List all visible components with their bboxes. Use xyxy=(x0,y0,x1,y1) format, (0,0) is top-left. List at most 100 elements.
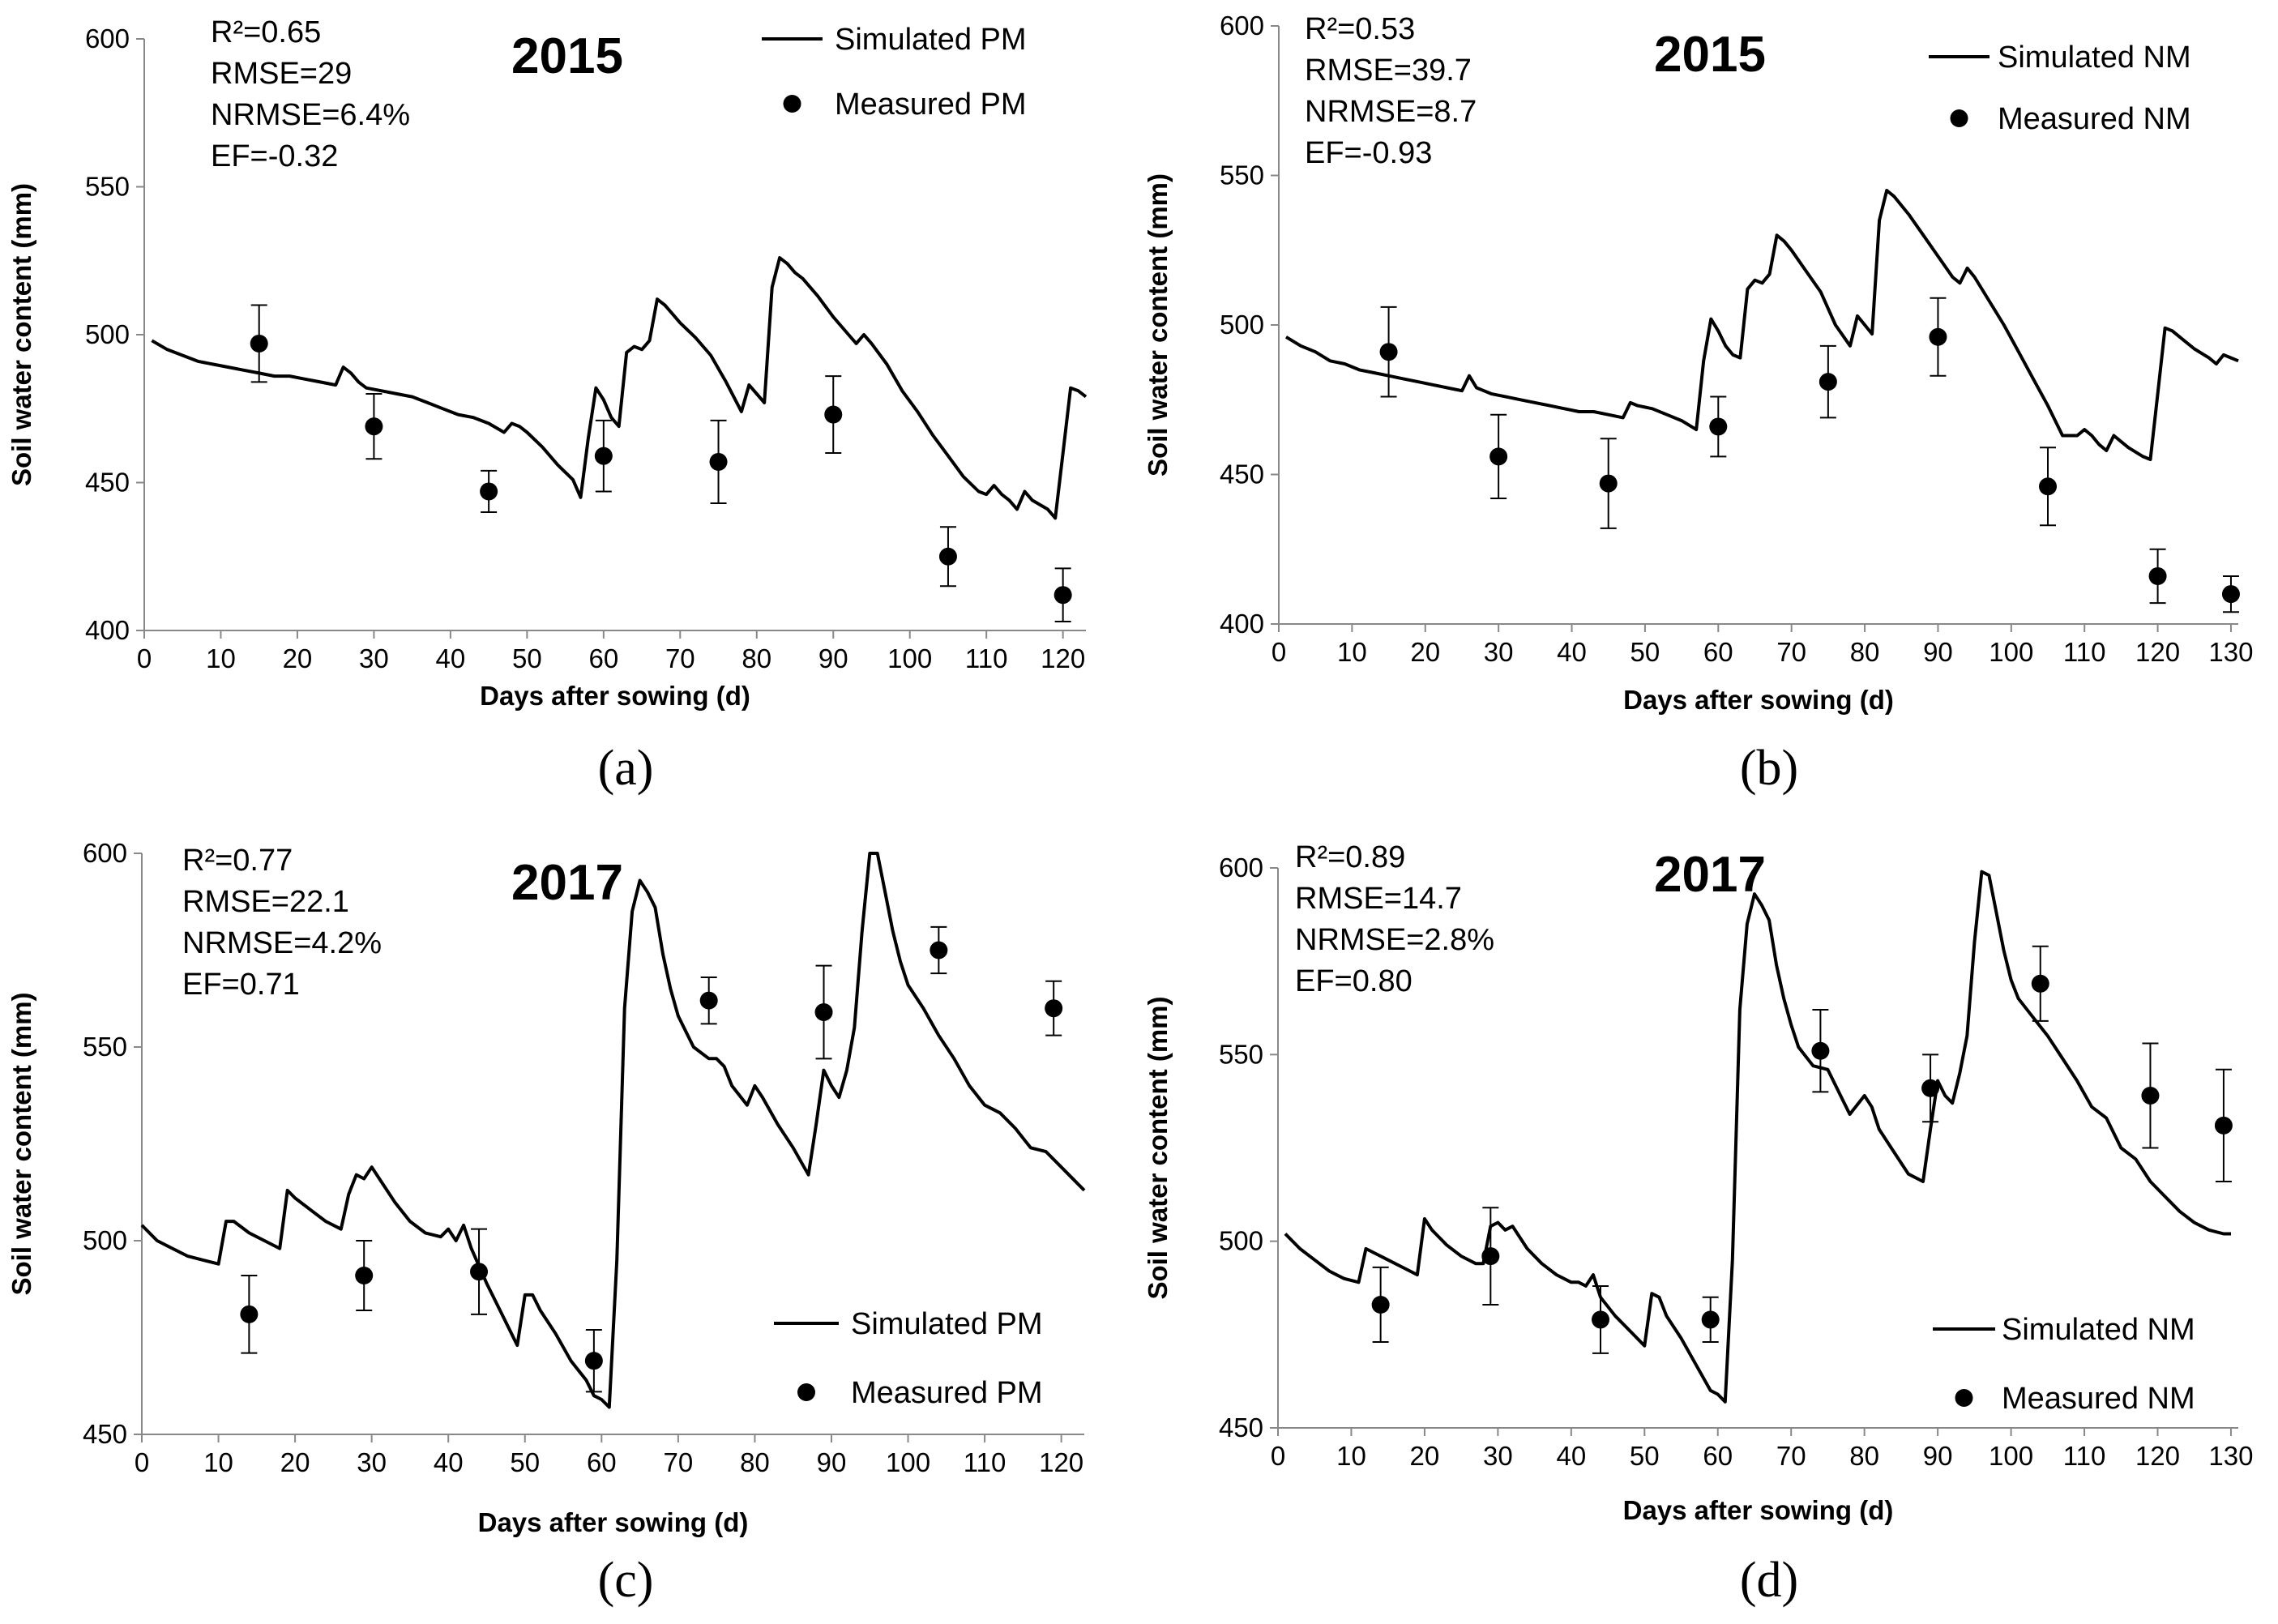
x-tick-label: 70 xyxy=(664,1447,694,1477)
legend-label: Simulated PM xyxy=(835,23,1027,57)
stat-annotation: R²=0.53 xyxy=(1305,12,1415,46)
x-tick-label: 50 xyxy=(512,643,542,673)
x-tick-label: 0 xyxy=(137,643,152,673)
y-tick-label: 600 xyxy=(85,24,130,53)
x-tick-label: 70 xyxy=(665,643,695,673)
x-axis-title: Days after sowing (d) xyxy=(480,681,750,711)
y-tick-label: 400 xyxy=(1220,609,1264,639)
data-point xyxy=(365,417,383,436)
data-point xyxy=(938,547,957,566)
y-tick-label: 600 xyxy=(1219,853,1263,883)
x-tick-label: 60 xyxy=(588,643,618,673)
panel-label: (a) xyxy=(598,741,654,796)
y-tick-label: 450 xyxy=(83,1419,127,1449)
x-tick-label: 90 xyxy=(818,643,848,673)
y-axis-title: Soil water content (mm) xyxy=(1143,173,1173,477)
x-tick-label: 0 xyxy=(135,1447,149,1477)
panel-label: (c) xyxy=(598,1553,654,1608)
y-tick-label: 500 xyxy=(1220,310,1264,340)
x-tick-label: 100 xyxy=(1989,637,2033,667)
data-point xyxy=(1592,1310,1610,1329)
x-tick-label: 40 xyxy=(436,643,466,673)
data-point xyxy=(1371,1295,1390,1314)
x-axis-title: Days after sowing (d) xyxy=(1623,685,1894,715)
chart-panel-1: 400 450 500 550 600 0 10 20 30 40 50 60 70 80 90 100 110… xyxy=(6,15,1088,796)
x-tick-label: 10 xyxy=(206,643,236,673)
series-line xyxy=(1284,870,2231,1404)
data-point xyxy=(2214,1116,2233,1135)
chart-title: 2017 xyxy=(511,855,623,911)
chart-title: 2015 xyxy=(1654,27,1766,83)
legend-label: Simulated NM xyxy=(1998,41,2191,75)
x-axis-title: Days after sowing (d) xyxy=(1623,1495,1894,1525)
x-tick-label: 10 xyxy=(203,1447,233,1477)
legend-marker-swatch xyxy=(1950,109,1968,127)
data-point xyxy=(1045,999,1063,1018)
data-point xyxy=(824,405,843,424)
y-axis-title: Soil water content (mm) xyxy=(6,992,36,1295)
legend-marker-swatch xyxy=(1955,1389,1973,1407)
stat-annotation: NRMSE=2.8% xyxy=(1295,923,1494,957)
x-tick-label: 60 xyxy=(587,1447,617,1477)
stat-annotation: EF=0.80 xyxy=(1295,964,1413,998)
x-tick-label: 110 xyxy=(965,643,1008,673)
y-tick-label: 500 xyxy=(1219,1226,1263,1256)
x-tick-label: 50 xyxy=(1631,637,1660,667)
data-point xyxy=(250,334,268,353)
y-tick-label: 450 xyxy=(1220,459,1264,489)
y-tick-label: 600 xyxy=(1220,11,1264,41)
x-tick-label: 120 xyxy=(2135,1441,2180,1471)
y-tick-label: 550 xyxy=(83,1032,127,1062)
x-tick-label: 0 xyxy=(1271,637,1286,667)
x-tick-label: 20 xyxy=(1410,637,1440,667)
y-tick-label: 500 xyxy=(85,319,130,349)
data-point xyxy=(480,482,498,501)
x-tick-label: 20 xyxy=(1410,1441,1440,1471)
data-point xyxy=(709,452,728,471)
data-point xyxy=(1921,1079,1940,1097)
y-axis-title: Soil water content (mm) xyxy=(1143,996,1173,1299)
x-tick-label: 110 xyxy=(2063,637,2106,667)
data-point xyxy=(584,1352,603,1370)
data-point xyxy=(930,941,948,959)
data-point xyxy=(1599,474,1618,493)
stat-annotation: RMSE=22.1 xyxy=(182,885,349,919)
x-tick-label: 40 xyxy=(1556,1441,1586,1471)
x-tick-label: 50 xyxy=(1630,1441,1660,1471)
data-point xyxy=(1819,373,1837,391)
x-tick-label: 100 xyxy=(887,643,932,673)
x-tick-label: 40 xyxy=(1557,637,1587,667)
legend-label: Measured PM xyxy=(835,88,1027,122)
x-tick-label: 10 xyxy=(1336,1441,1366,1471)
stat-annotation: R²=0.65 xyxy=(211,15,321,49)
stat-annotation: RMSE=39.7 xyxy=(1305,53,1472,88)
x-tick-label: 80 xyxy=(1850,637,1880,667)
data-point xyxy=(1379,343,1398,361)
legend-label: Measured PM xyxy=(851,1376,1043,1410)
stat-annotation: NRMSE=4.2% xyxy=(182,926,382,960)
x-tick-label: 30 xyxy=(1484,637,1514,667)
x-tick-label: 10 xyxy=(1337,637,1367,667)
x-tick-label: 130 xyxy=(2208,637,2253,667)
data-point xyxy=(2141,1087,2160,1105)
x-tick-label: 110 xyxy=(964,1447,1007,1477)
stat-annotation: RMSE=14.7 xyxy=(1295,882,1462,916)
x-axis-title: Days after sowing (d) xyxy=(478,1507,749,1537)
data-point xyxy=(2221,585,2240,604)
x-tick-label: 90 xyxy=(1923,637,1953,667)
chart-title: 2017 xyxy=(1654,847,1766,903)
data-point xyxy=(2039,477,2058,496)
series-line xyxy=(140,852,1086,1409)
data-point xyxy=(1811,1041,1830,1060)
data-point xyxy=(1489,447,1508,466)
legend-marker-swatch xyxy=(783,95,801,113)
chart-title: 2015 xyxy=(511,28,623,84)
x-tick-label: 90 xyxy=(1923,1441,1953,1471)
legend-label: Measured NM xyxy=(1998,102,2191,136)
data-point xyxy=(1701,1310,1720,1329)
data-point xyxy=(2031,974,2049,993)
x-tick-label: 20 xyxy=(283,643,313,673)
y-tick-label: 450 xyxy=(1219,1412,1263,1442)
x-tick-label: 130 xyxy=(2208,1441,2253,1471)
stat-annotation: NRMSE=8.7 xyxy=(1305,95,1477,129)
